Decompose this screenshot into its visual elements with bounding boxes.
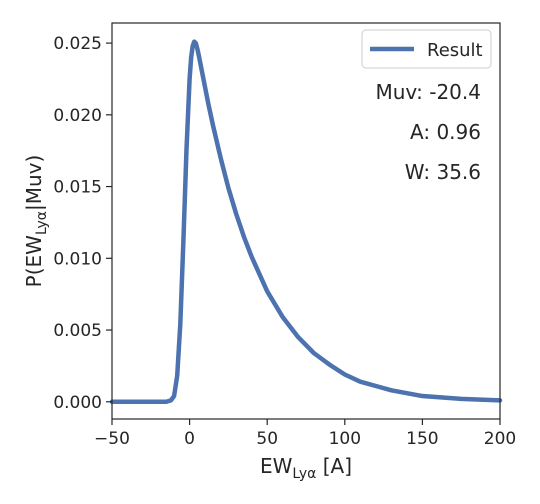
annotation-muv: Muv: -20.4: [375, 80, 481, 104]
x-axis-title: EWLyα [A]: [260, 454, 352, 482]
y-axis-title-subscript: Lyα: [34, 211, 50, 235]
annotation-w: W: 35.6: [405, 160, 481, 184]
x-axis-title-main: EW: [260, 454, 293, 478]
legend-box: [361, 29, 492, 69]
plot-frame: [111, 22, 501, 420]
y-tick-label: 0.020: [53, 106, 102, 126]
x-tick-label: 150: [406, 429, 438, 449]
x-tick-label: 200: [484, 429, 516, 449]
y-axis-title-suffix: |Muv): [22, 155, 46, 211]
x-tick-label: −50: [94, 429, 130, 449]
y-tick-label: 0.000: [53, 393, 102, 413]
y-tick-label: 0.010: [53, 249, 102, 269]
x-tick-label: 50: [256, 429, 278, 449]
x-axis-title-subscript: Lyα: [292, 466, 316, 482]
legend: Result: [361, 29, 492, 69]
x-axis: −50 0 50 100 150 200: [94, 419, 516, 449]
y-axis: 0.000 0.005 0.010 0.015 0.020 0.025: [53, 34, 112, 413]
legend-label: Result: [427, 40, 483, 61]
x-tick-label: 100: [329, 429, 361, 449]
y-tick-label: 0.025: [53, 34, 102, 54]
y-tick-label: 0.015: [53, 178, 102, 198]
annotation-a: A: 0.96: [410, 120, 481, 144]
x-axis-title-unit: [A]: [316, 454, 352, 478]
series-line-0: [109, 39, 503, 405]
y-axis-title-prefix: P(EW: [22, 235, 46, 288]
y-tick-label: 0.005: [53, 321, 102, 341]
x-tick-label: 0: [184, 429, 195, 449]
y-axis-title: P(EWLyα|Muv): [22, 155, 50, 288]
plot-area: [109, 39, 503, 405]
